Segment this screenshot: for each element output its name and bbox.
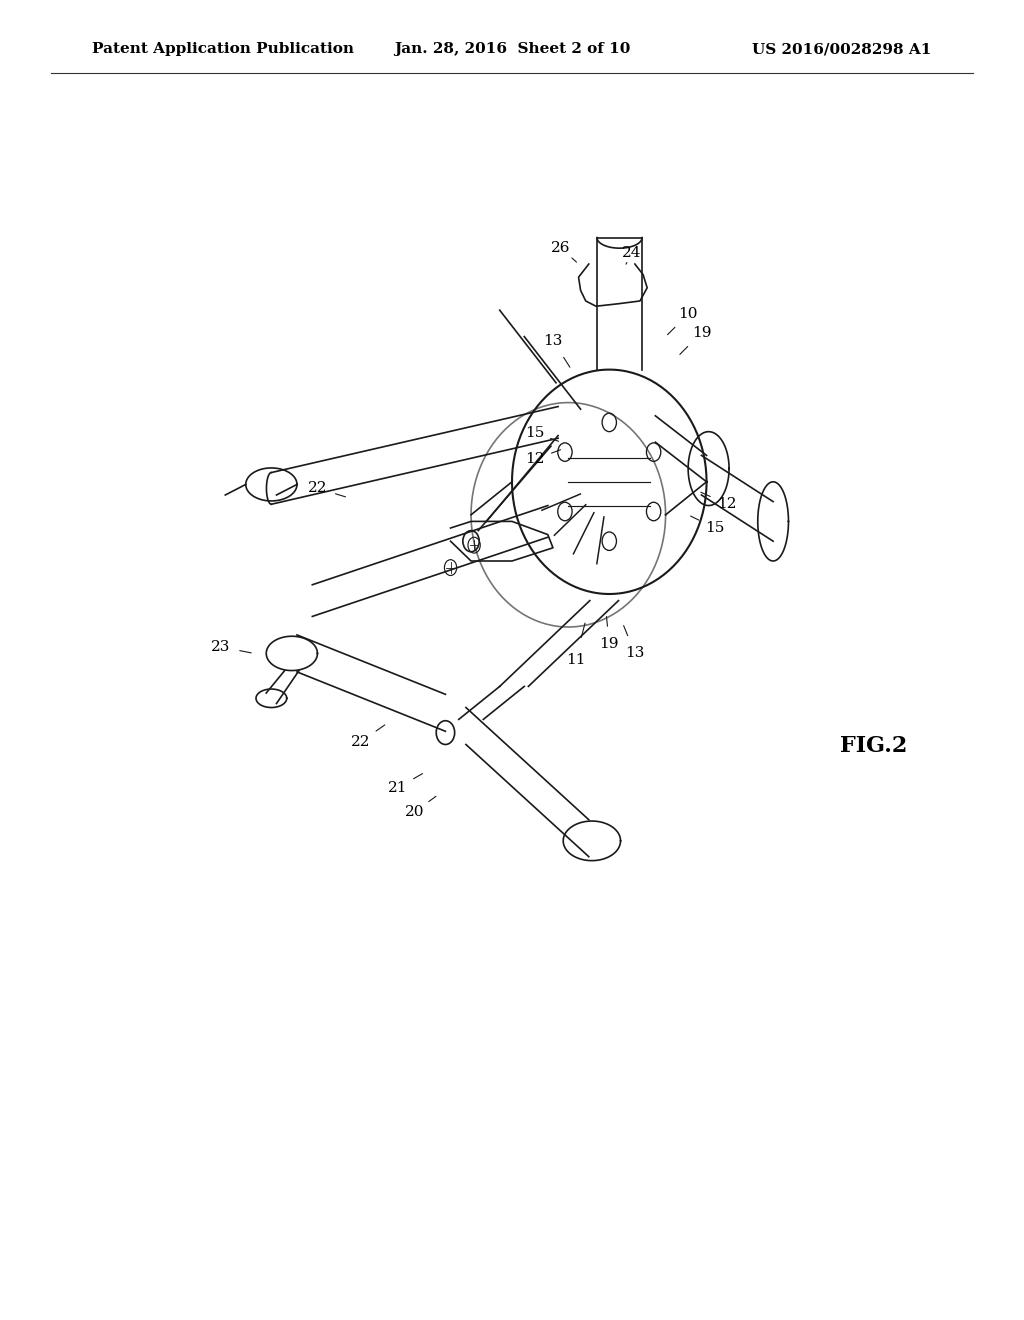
Text: 13: 13 (544, 334, 562, 347)
Text: 15: 15 (706, 521, 724, 535)
Text: 20: 20 (404, 805, 425, 818)
Text: 15: 15 (525, 426, 544, 440)
Text: Patent Application Publication: Patent Application Publication (92, 42, 354, 57)
Text: 11: 11 (565, 653, 586, 667)
Text: 19: 19 (599, 638, 620, 651)
Text: FIG.2: FIG.2 (840, 735, 907, 756)
Text: US 2016/0028298 A1: US 2016/0028298 A1 (753, 42, 932, 57)
Text: 24: 24 (622, 247, 642, 260)
Text: Jan. 28, 2016  Sheet 2 of 10: Jan. 28, 2016 Sheet 2 of 10 (394, 42, 630, 57)
Text: 26: 26 (551, 242, 571, 255)
Text: 12: 12 (717, 498, 737, 511)
Text: 22: 22 (307, 482, 328, 495)
Text: 21: 21 (387, 781, 408, 795)
Text: 23: 23 (211, 640, 229, 653)
Text: 13: 13 (626, 647, 644, 660)
Text: 22: 22 (350, 735, 371, 748)
Text: 19: 19 (691, 326, 712, 339)
Text: 10: 10 (678, 308, 698, 321)
Text: 12: 12 (524, 453, 545, 466)
